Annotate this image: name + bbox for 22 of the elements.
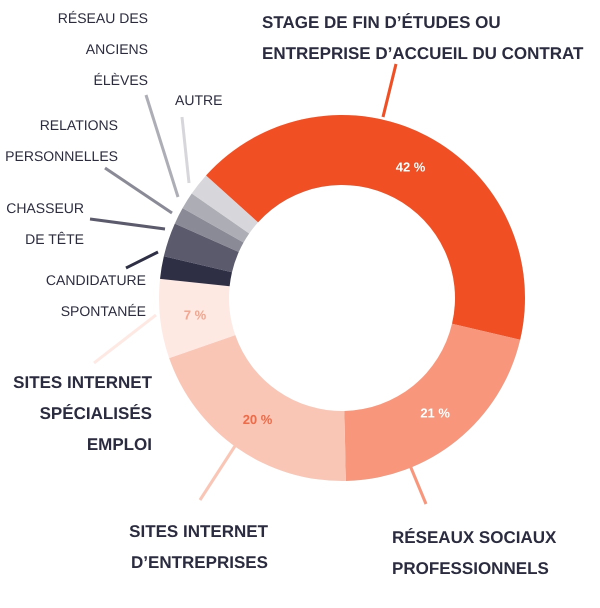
slice-label: RELATIONS PERSONNELLES — [5, 117, 118, 164]
donut-slice — [174, 208, 244, 252]
slice-label: AUTRE — [175, 92, 222, 108]
donut-slice — [206, 115, 525, 340]
donut-slice — [160, 256, 232, 286]
slice-label: CANDIDATURE SPONTANÉE — [46, 272, 146, 319]
data-label: 20 % — [242, 412, 273, 428]
data-label: 7 % — [184, 308, 207, 323]
data-label: 21 % — [420, 406, 450, 421]
donut-slice — [169, 335, 346, 481]
donut-slice — [344, 324, 520, 481]
slice-label: RÉSEAU DES ANCIENS ÉLÈVES — [58, 10, 148, 88]
donut-slice — [192, 176, 258, 234]
data-label: 42 % — [396, 159, 426, 174]
slice-label: SITES INTERNET D’ENTREPRISES — [129, 522, 269, 572]
slice-label: STAGE DE FIN D’ÉTUDES OU ENTREPRISE D’ACCUEIL DU CONTRAT — [262, 12, 584, 63]
donut-slice — [164, 224, 239, 272]
slice-label: CHASSEUR DE TÊTE — [6, 200, 84, 247]
donut-slice — [182, 194, 250, 243]
donut-slice — [159, 278, 236, 358]
slice-label: SITES INTERNET SPÉCIALISÉS EMPLOI — [13, 373, 153, 454]
slice-label: RÉSEAUX SOCIAUX PROFESSIONNELS — [392, 527, 558, 578]
